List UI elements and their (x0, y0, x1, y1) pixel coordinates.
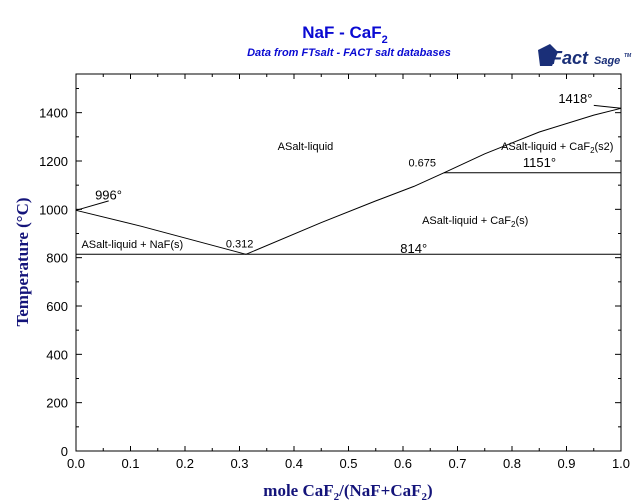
region-label-3: ASalt-liquid + CaF2(s) (422, 215, 528, 229)
annotation-5: 1151° (523, 155, 556, 170)
x-tick-label: 0.1 (121, 456, 139, 471)
x-tick-label: 0.7 (448, 456, 466, 471)
phase-boundary-line-5 (75, 200, 109, 211)
region-label-2: ASalt-liquid + NaF(s) (81, 239, 183, 251)
x-tick-label: 0.3 (230, 456, 248, 471)
x-tick-label: 0.8 (503, 456, 521, 471)
region-label-1: ASalt-liquid (278, 141, 334, 153)
y-tick-label: 1000 (39, 202, 68, 217)
point-annotations: 996° 0.312 814° 0.675 1151° 1418° (95, 91, 592, 256)
y-tick-label: 0 (61, 444, 68, 459)
annotation-3: 814° (400, 241, 427, 256)
y-axis-label: Temperature (°C) (13, 197, 32, 326)
x-tick-label: 0.2 (176, 456, 194, 471)
phase-boundary-line-1 (75, 209, 247, 255)
x-tick-label: 0.0 (67, 456, 85, 471)
phase-region-labels: ASalt-liquid ASalt-liquid + NaF(s) ASalt-l… (81, 141, 613, 251)
x-tick-label: 0.9 (557, 456, 575, 471)
x-axis-label: mole CaF2/(NaF+CaF2) (263, 481, 432, 503)
y-tick-label: 1400 (39, 106, 68, 121)
chart-title: NaF - CaF2 (302, 23, 387, 46)
x-tick-label: 0.6 (394, 456, 412, 471)
region-label-4: ASalt-liquid + CaF2(s2) (501, 141, 613, 155)
annotation-2: 0.312 (226, 238, 254, 250)
y-tick-label: 600 (46, 299, 68, 314)
y-tick-label: 800 (46, 251, 68, 266)
x-tick-label: 0.4 (285, 456, 303, 471)
y-tick-label: 1200 (39, 154, 68, 169)
y-tick-label: 200 (46, 396, 68, 411)
y-axis: 0 200 400 600 800 1000 1200 1400 (39, 88, 621, 459)
factsage-logo-tm: TM (624, 53, 632, 59)
factsage-logo: Fact Sage TM (538, 44, 632, 68)
plot-frame (75, 73, 622, 452)
phase-boundary-line-6 (593, 104, 622, 109)
factsage-logo-sage: Sage (594, 55, 620, 67)
phase-boundaries (75, 104, 622, 255)
factsage-logo-mark (538, 44, 558, 66)
phase-boundary-line-2 (245, 107, 622, 255)
x-tick-label: 1.0 (612, 456, 630, 471)
annotation-4: 0.675 (408, 157, 436, 169)
y-tick-label: 400 (46, 347, 68, 362)
x-axis: 0.0 0.1 0.2 0.3 0.4 0.5 0.6 0.7 0.8 0.9 1.0 (67, 74, 630, 471)
annotation-6: 1418° (558, 91, 592, 106)
x-tick-label: 0.5 (339, 456, 357, 471)
annotation-1: 996° (95, 188, 122, 203)
chart-subtitle: Data from FTsalt - FACT salt databases (247, 47, 451, 59)
factsage-logo-fact: Fact (551, 48, 589, 68)
